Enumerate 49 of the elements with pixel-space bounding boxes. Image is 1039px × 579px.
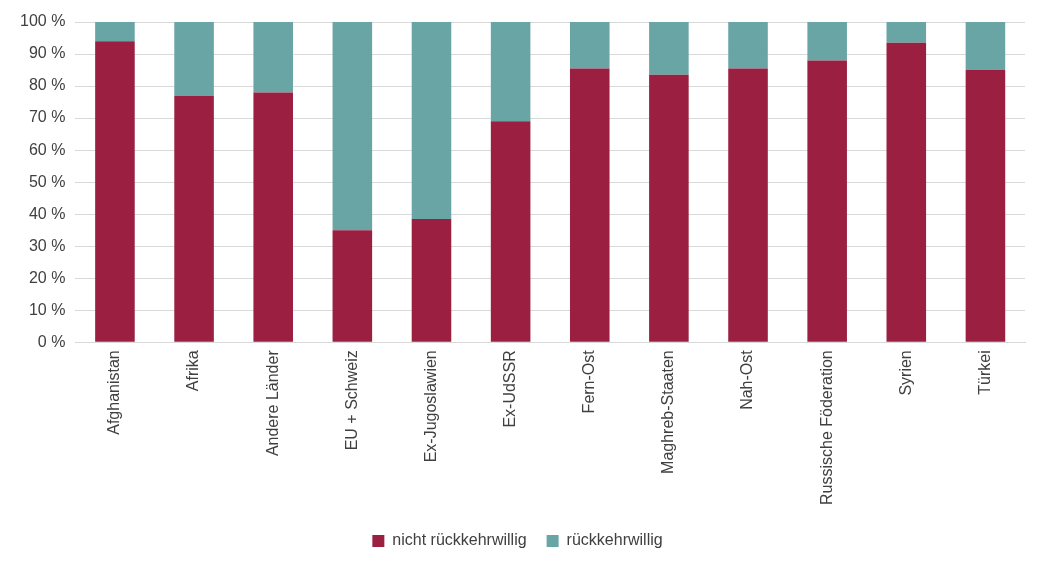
bar: [569, 22, 610, 69]
bar: [411, 22, 452, 219]
bar: [174, 95, 214, 342]
bar: [174, 22, 214, 96]
y-tick-label: 80 %: [28, 76, 66, 94]
legend-label: rückkehrwillig: [566, 531, 663, 549]
bar: [965, 70, 1006, 342]
x-tick-label: Fern-Ost: [580, 349, 598, 414]
bar: [490, 121, 531, 342]
bar: [490, 22, 531, 122]
bar: [332, 230, 373, 342]
bar: [332, 22, 373, 231]
bar: [95, 22, 135, 42]
bar: [649, 74, 689, 342]
legend-label: nicht rückkehrwillig: [392, 531, 527, 549]
bar: [807, 60, 847, 342]
x-tick-label: Ex-UdSSR: [501, 350, 519, 428]
bar: [253, 92, 293, 342]
y-tick-label: 50 %: [28, 172, 66, 190]
x-tick-label: EU + Schweiz: [342, 350, 360, 451]
bar: [569, 68, 610, 342]
x-tick-label: Maghreb-Staaten: [659, 350, 677, 474]
bar: [965, 22, 1006, 71]
bar: [728, 22, 768, 69]
x-tick-label: Russische Föderation: [817, 350, 835, 506]
bar: [411, 218, 452, 342]
bar: [728, 68, 768, 342]
bar: [95, 41, 135, 342]
x-tick-label: Syrien: [896, 350, 914, 396]
bar: [649, 22, 689, 75]
y-tick-label: 70 %: [28, 108, 66, 126]
x-tick-label: Türkei: [975, 350, 993, 395]
bar: [253, 22, 293, 93]
x-tick-label: Afrika: [184, 350, 202, 392]
x-tick-label: Andere Länder: [263, 349, 281, 457]
y-tick-label: 30 %: [28, 236, 66, 254]
bar: [886, 22, 927, 43]
bar: [886, 42, 927, 342]
y-tick-label: 90 %: [28, 44, 66, 62]
y-tick-label: 0 %: [37, 332, 66, 350]
bar: [807, 22, 847, 61]
x-tick-label: Nah-Ost: [738, 349, 756, 410]
y-tick-label: 60 %: [28, 140, 66, 158]
y-tick-label: 100 %: [19, 12, 66, 30]
y-tick-label: 10 %: [28, 300, 66, 318]
x-tick-label: Afghanistan: [105, 350, 123, 435]
x-tick-label: Ex-Jugoslawien: [421, 350, 439, 463]
y-tick-label: 40 %: [28, 204, 66, 222]
y-tick-label: 20 %: [28, 268, 66, 286]
